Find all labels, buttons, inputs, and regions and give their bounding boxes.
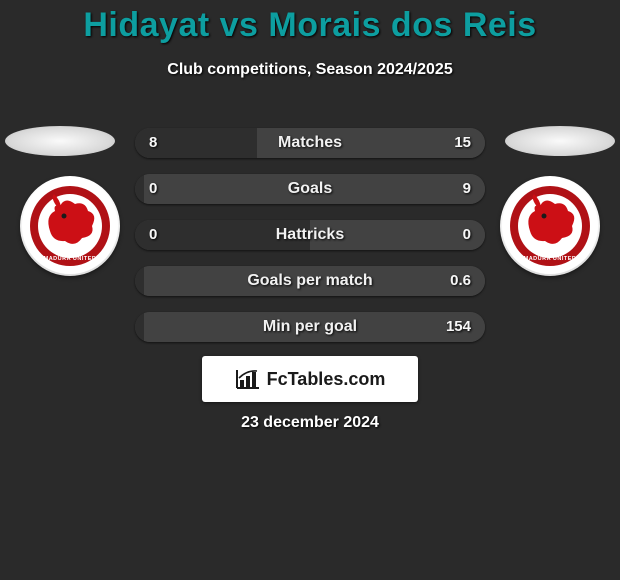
stat-label: Goals per match bbox=[135, 266, 485, 296]
bar-chart-icon bbox=[235, 368, 261, 390]
stat-row: Goals per match0.6 bbox=[135, 266, 485, 296]
stat-value-right: 15 bbox=[454, 128, 471, 158]
stat-row: Goals0 9 bbox=[135, 174, 485, 204]
stat-value-right: 154 bbox=[446, 312, 471, 342]
stat-row: Matches8 15 bbox=[135, 128, 485, 158]
stat-label: Goals bbox=[135, 174, 485, 204]
player-right-flag bbox=[505, 126, 615, 156]
player-right-club-logo: MADURA UNITED bbox=[500, 176, 600, 276]
stat-label: Min per goal bbox=[135, 312, 485, 342]
club-name-left: MADURA UNITED bbox=[20, 256, 120, 262]
comparison-subtitle: Club competitions, Season 2024/2025 bbox=[0, 61, 620, 79]
stats-container: Matches815Goals09Hattricks00Goals per ma… bbox=[135, 128, 485, 358]
stat-value-right: 0.6 bbox=[450, 266, 471, 296]
stat-label: Hattricks bbox=[135, 220, 485, 250]
stat-value-left: 0 bbox=[149, 174, 157, 204]
stat-value-left: 8 bbox=[149, 128, 157, 158]
player-left-club-logo: MADURA UNITED bbox=[20, 176, 120, 276]
stat-label: Matches bbox=[135, 128, 485, 158]
comparison-date: 23 december 2024 bbox=[0, 414, 620, 432]
player-left-flag bbox=[5, 126, 115, 156]
stat-value-left: 0 bbox=[149, 220, 157, 250]
stat-value-right: 9 bbox=[463, 174, 471, 204]
club-name-right: MADURA UNITED bbox=[500, 256, 600, 262]
stat-row: Min per goal154 bbox=[135, 312, 485, 342]
comparison-title: Hidayat vs Morais dos Reis bbox=[0, 6, 620, 45]
stat-value-right: 0 bbox=[463, 220, 471, 250]
brand-label: FcTables.com bbox=[267, 369, 386, 390]
stat-row: Hattricks0 0 bbox=[135, 220, 485, 250]
brand-box: FcTables.com bbox=[202, 356, 418, 402]
